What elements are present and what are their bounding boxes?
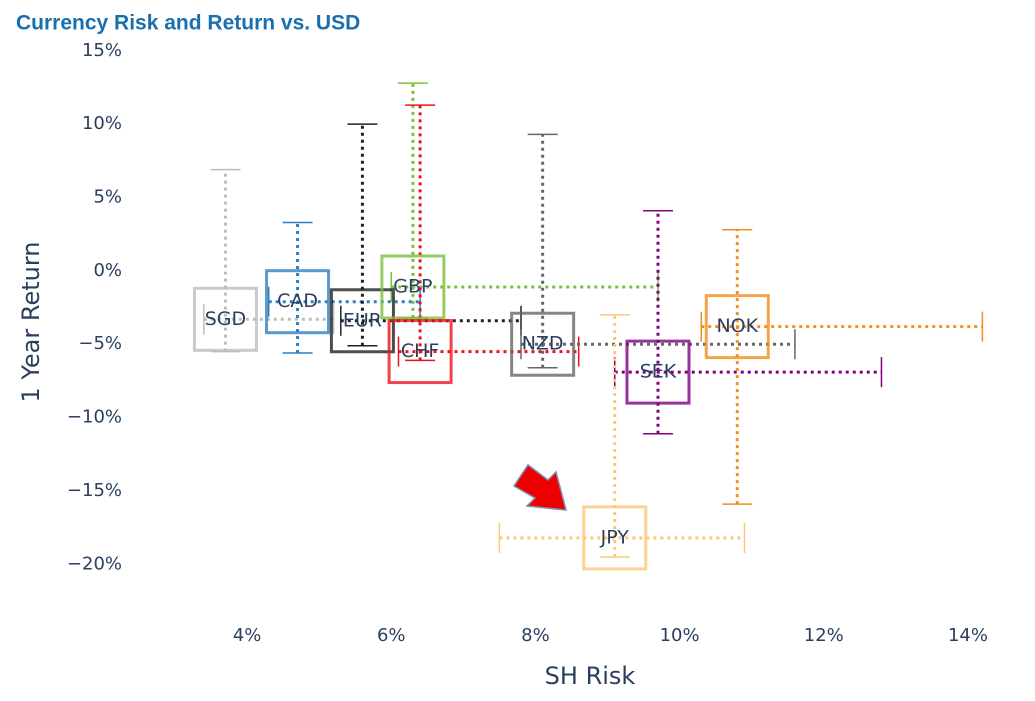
point-box [582, 505, 648, 571]
point-box [625, 339, 691, 405]
y-tick-label: 0% [93, 260, 122, 281]
y-tick-label: −5% [78, 333, 122, 354]
point-box [380, 254, 446, 320]
point-label: CAD [277, 290, 318, 312]
y-tick-label: 10% [82, 113, 122, 134]
chart-title: Currency Risk and Return vs. USD [16, 12, 360, 35]
x-tick-label: 6% [377, 625, 406, 646]
point-label: SEK [640, 361, 677, 383]
point-box [704, 294, 770, 360]
point-box [510, 311, 576, 377]
point-label: SGD [205, 308, 246, 330]
point-label: NOK [716, 315, 758, 337]
point-box [192, 286, 258, 352]
x-axis-title: SH Risk [545, 662, 636, 690]
y-tick-label: −20% [67, 553, 122, 574]
y-tick-label: 5% [93, 187, 122, 208]
y-axis-title: 1 Year Return [17, 242, 45, 403]
y-tick-label: 15% [82, 40, 122, 61]
arrow-annotation [512, 463, 568, 511]
point-label: JPY [600, 526, 630, 548]
point-label: NZD [522, 333, 564, 355]
point-box [387, 319, 453, 385]
x-tick-label: 4% [233, 625, 262, 646]
point-box [265, 269, 331, 335]
y-tick-label: −10% [67, 407, 122, 428]
x-tick-label: 8% [521, 625, 550, 646]
y-tick-label: −15% [67, 480, 122, 501]
point-label: GBP [393, 276, 432, 298]
point-label: EUR [343, 309, 382, 331]
point-label: CHF [401, 340, 439, 362]
x-tick-label: 14% [948, 625, 988, 646]
x-tick-label: 10% [660, 625, 700, 646]
x-tick-label: 12% [804, 625, 844, 646]
